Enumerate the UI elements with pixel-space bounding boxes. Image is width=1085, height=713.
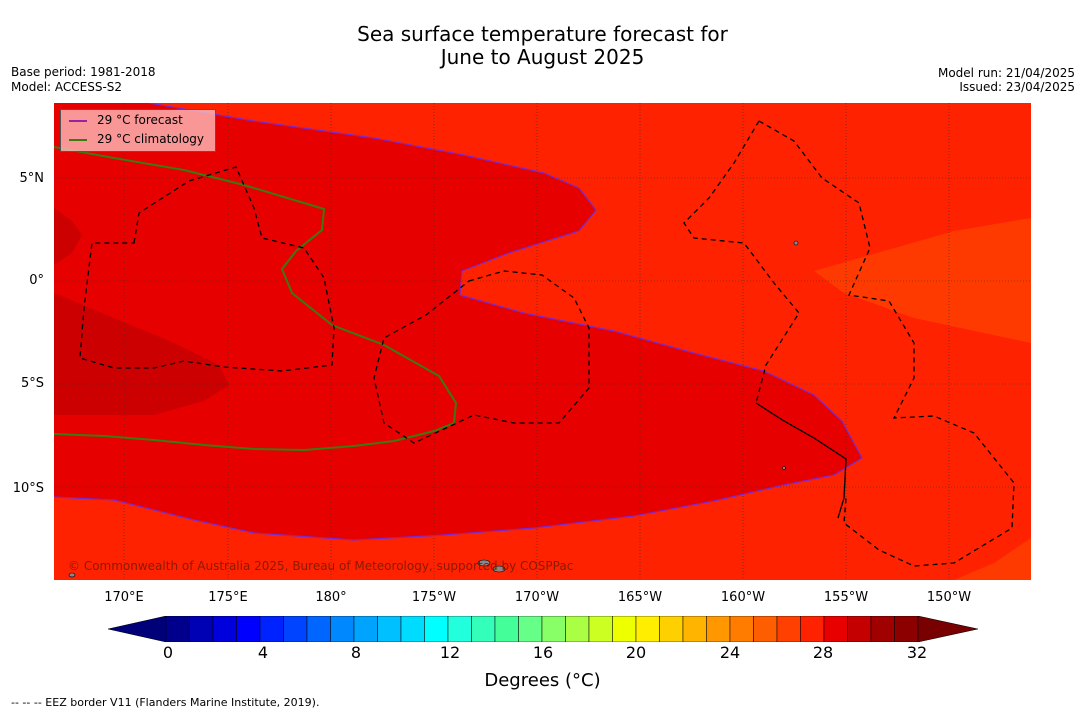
- colorbar-cell: [588, 616, 613, 642]
- lon-label: 180°: [315, 590, 347, 605]
- map-legend: 29 °C forecast 29 °C climatology: [60, 109, 216, 152]
- colorbar-cell: [212, 616, 237, 642]
- model-run-text: Model run: 21/04/2025: [937, 66, 1075, 80]
- colorbar-cell: [447, 616, 472, 642]
- colorbar-cell: [823, 616, 848, 642]
- colorbar-cell: [659, 616, 684, 642]
- lon-label: 150°W: [926, 590, 972, 605]
- model-text: Model: ACCESS-S2: [11, 80, 123, 94]
- legend-climatology-label: 29 °C climatology: [97, 132, 205, 146]
- colorbar-cell: [635, 616, 660, 642]
- colorbar-cell: [800, 616, 825, 642]
- lon-label: 170°W: [514, 590, 560, 605]
- climatology-29-contour: [54, 146, 458, 452]
- climatology-line-swatch: [69, 138, 87, 141]
- colorbar-cell: [753, 616, 778, 642]
- colorbar-cell: [894, 616, 919, 642]
- lat-label-5n: 5°N: [19, 171, 45, 186]
- issued-text: Issued: 23/04/2025: [959, 80, 1075, 94]
- lon-label: 160°W: [720, 590, 766, 605]
- colorbar-cell: [353, 616, 378, 642]
- colorbar-cell: [776, 616, 801, 642]
- colorbar-cell: [424, 616, 449, 642]
- colorbar-title: Degrees (°C): [484, 670, 601, 691]
- colorbar-tick: 0: [162, 643, 174, 662]
- legend-forecast-label: 29 °C forecast: [97, 113, 183, 127]
- lon-label: 175°W: [411, 590, 457, 605]
- eez-footnote: -- -- -- EEZ border V11 (Flanders Marine…: [11, 696, 320, 709]
- sst-27-region: [814, 218, 1031, 343]
- colorbar-cell: [236, 616, 261, 642]
- lat-label-10s: 10°S: [12, 481, 44, 496]
- lon-label: 175°E: [208, 590, 248, 605]
- colorbar-under-arrow: [108, 616, 167, 642]
- colorbar-tick: 20: [625, 643, 647, 662]
- colorbar-cell: [165, 616, 190, 642]
- colorbar-cell: [682, 616, 707, 642]
- colorbar-cell: [189, 616, 214, 642]
- colorbar-cell: [706, 616, 731, 642]
- colorbar-cell: [729, 616, 754, 642]
- sst-29-region: [54, 103, 862, 540]
- colorbar-cell: [494, 616, 519, 642]
- sst-map: [54, 103, 1031, 580]
- colorbar-cell: [330, 616, 355, 642]
- colorbar-cell: [565, 616, 590, 642]
- colorbar-tick: 28: [812, 643, 834, 662]
- colorbar-cell: [847, 616, 872, 642]
- colorbar-cell: [518, 616, 543, 642]
- colorbar-cell: [377, 616, 402, 642]
- colorbar-cell: [259, 616, 284, 642]
- colorbar-over-arrow: [917, 616, 978, 642]
- lat-label-0: 0°: [29, 273, 44, 288]
- colorbar-cell: [471, 616, 496, 642]
- base-period-text: Base period: 1981-2018: [11, 65, 156, 79]
- colorbar-cell: [612, 616, 637, 642]
- legend-item-forecast: 29 °C forecast: [69, 112, 183, 128]
- colorbar-tick: 12: [439, 643, 461, 662]
- lon-label: 170°E: [104, 590, 144, 605]
- lon-label: 155°W: [823, 590, 869, 605]
- colorbar-tick: 24: [719, 643, 741, 662]
- islands: [68, 240, 799, 578]
- colorbar-tick: 32: [906, 643, 928, 662]
- colorbar-cell: [541, 616, 566, 642]
- legend-item-climatology: 29 °C climatology: [69, 131, 204, 147]
- colorbar-cell: [400, 616, 425, 642]
- colorbar: [108, 616, 978, 642]
- map-title-line1: Sea surface temperature forecast for: [357, 22, 728, 46]
- sst-30-region: [54, 208, 82, 265]
- colorbar-cell: [283, 616, 308, 642]
- colorbar-cell: [306, 616, 331, 642]
- colorbar-cell: [870, 616, 895, 642]
- forecast-line-swatch: [69, 119, 87, 122]
- colorbar-tick: 8: [350, 643, 362, 662]
- eez-borders: [79, 120, 1015, 567]
- lat-label-5s: 5°S: [20, 376, 44, 391]
- lon-label: 165°W: [617, 590, 663, 605]
- colorbar-tick: 4: [257, 643, 269, 662]
- colorbar-tick: 16: [532, 643, 554, 662]
- map-title-line2: June to August 2025: [440, 45, 645, 69]
- copyright-text: © Commonwealth of Australia 2025, Bureau…: [68, 559, 574, 573]
